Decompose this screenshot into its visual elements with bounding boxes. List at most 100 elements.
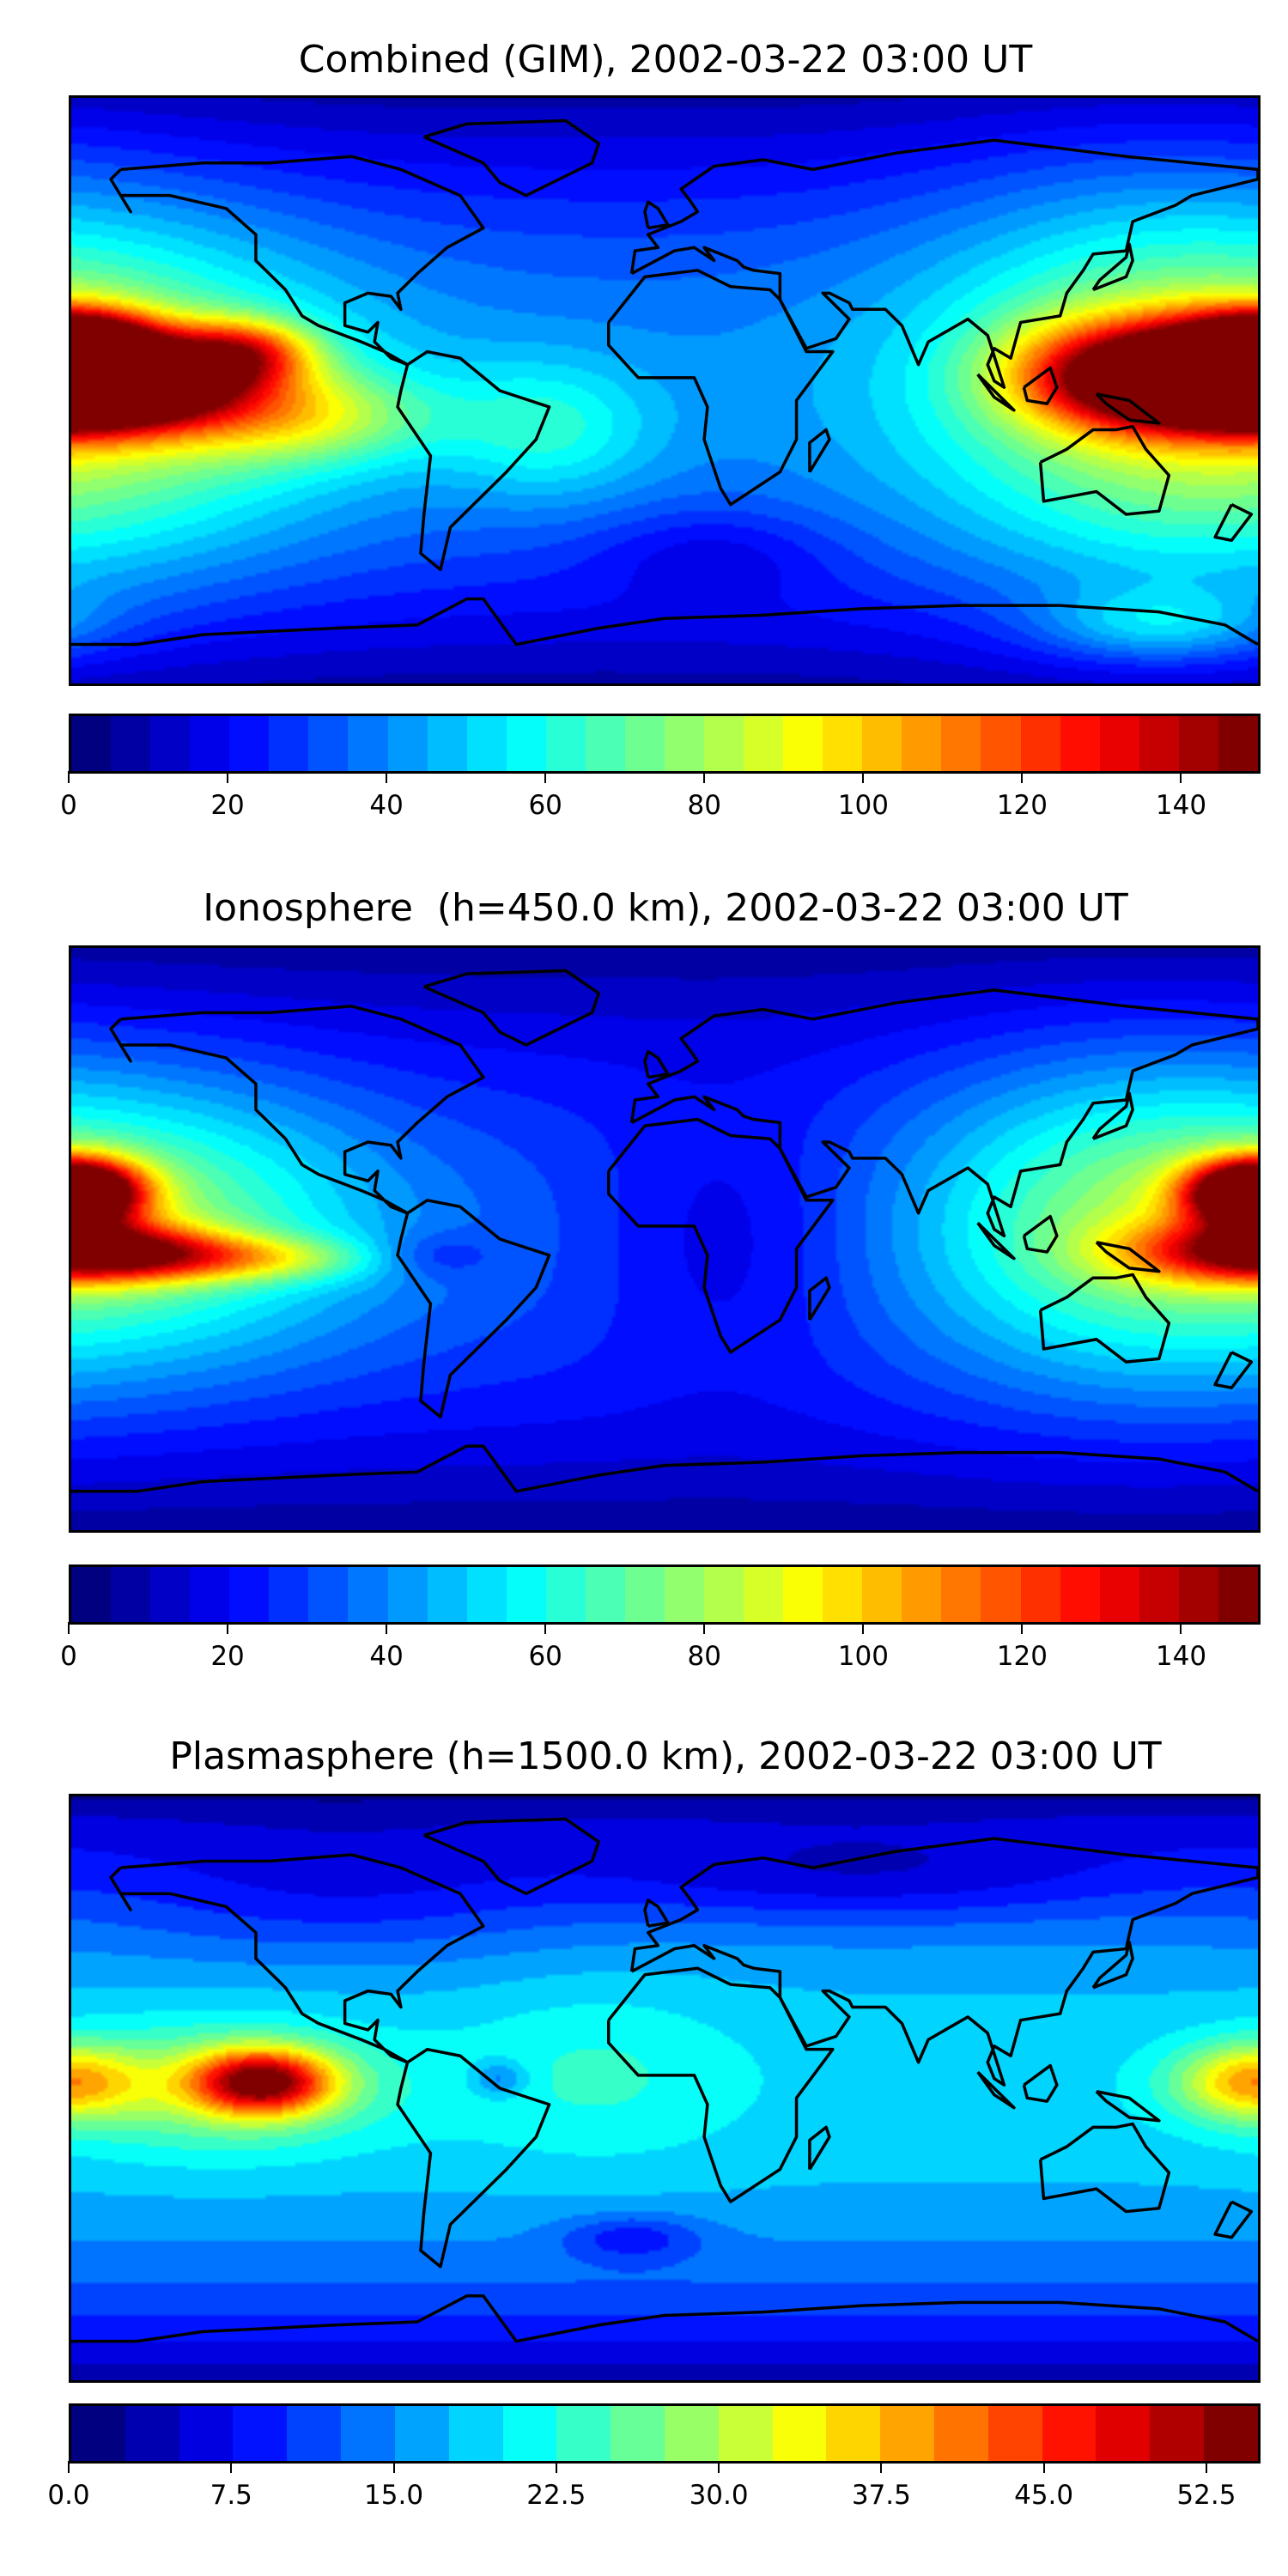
colorbar	[69, 1564, 1261, 1625]
colorbar-level	[1204, 2406, 1258, 2461]
colorbar-level	[981, 716, 1021, 771]
colorbar-level	[1020, 716, 1060, 771]
colorbar-level	[1150, 2406, 1205, 2461]
colorbar-level	[308, 716, 349, 771]
colorbar-level	[150, 1567, 191, 1622]
coastline-new-zealand	[1215, 2202, 1251, 2238]
colorbar-tick	[718, 2461, 720, 2473]
colorbar-tick-label: 60	[528, 1641, 562, 1672]
colorbar-level	[624, 716, 665, 771]
coastline-australia	[1041, 1274, 1170, 1362]
colorbar-level	[269, 716, 309, 771]
coastline-eurasia	[632, 140, 1258, 387]
coastline-africa	[609, 1120, 833, 1352]
colorbar-tick	[1021, 1622, 1024, 1634]
coastline-new-guinea	[1097, 394, 1159, 423]
colorbar-level	[1020, 1567, 1060, 1622]
colorbar-level	[394, 2406, 449, 2461]
colorbar-level	[1139, 1567, 1179, 1622]
colorbar-level	[269, 1567, 309, 1622]
colorbar-level	[545, 1567, 586, 1622]
colorbar-tick-label: 80	[687, 790, 721, 821]
colorbar-level	[448, 2406, 503, 2461]
colorbar-level	[111, 1567, 151, 1622]
coastline-south-america	[398, 352, 550, 570]
colorbar-level	[71, 2406, 125, 2461]
colorbar-level	[585, 716, 625, 771]
colorbar-level	[1178, 1567, 1218, 1622]
colorbar-level	[744, 1567, 784, 1622]
colorbar-tick-label: 140	[1155, 1641, 1207, 1672]
colorbar-level	[941, 1567, 981, 1622]
colorbar-level	[880, 2406, 934, 2461]
colorbar-level	[664, 1567, 704, 1622]
colorbar-level	[902, 1567, 942, 1622]
colorbar-level	[1218, 1567, 1258, 1622]
coastline-south-america	[398, 2050, 550, 2267]
colorbar-level	[744, 716, 784, 771]
coastline-borneo	[1024, 2066, 1056, 2102]
coastline-new-zealand	[1215, 1352, 1251, 1388]
colorbar-tick	[392, 2461, 395, 2473]
colorbar-tick	[227, 771, 229, 783]
colorbar-tick	[703, 771, 706, 783]
colorbar-level	[1042, 2406, 1097, 2461]
colorbar-tick	[386, 771, 388, 783]
coastline-north-america	[111, 156, 483, 364]
coastline-sumatra	[978, 1223, 1014, 1258]
coastline-antarctica	[71, 1446, 1258, 1492]
coastline-south-america	[398, 1200, 550, 1417]
colorbar-tick-label: 52.5	[1176, 2480, 1236, 2511]
colorbar-tick	[1205, 2461, 1207, 2473]
colorbar-level	[1218, 716, 1258, 771]
coastline-madagascar	[810, 1278, 829, 1320]
colorbar-level	[862, 1567, 902, 1622]
coastline-japan	[1093, 1942, 1133, 1988]
colorbar-level	[556, 2406, 611, 2461]
colorbar-tick-label: 22.5	[526, 2480, 586, 2511]
colorbar-level	[190, 1567, 230, 1622]
coastline-africa	[609, 270, 833, 505]
coastline-north-america	[111, 1855, 483, 2063]
colorbar-level	[387, 1567, 428, 1622]
colorbar-tick	[1042, 2461, 1045, 2473]
coastline-eurasia	[632, 990, 1258, 1236]
colorbar-level	[287, 2406, 342, 2461]
colorbar-tick-label: 37.5	[851, 2480, 911, 2511]
colorbar-tick	[386, 1622, 388, 1634]
colorbar-tick-label: 40	[369, 790, 404, 821]
colorbar-tick	[1180, 771, 1182, 783]
colorbar-tick	[68, 1622, 70, 1634]
colorbar-level	[506, 1567, 546, 1622]
colorbar-ticks: 0 20 40 60 80 100 120 140	[60, 1622, 1261, 1691]
coastline-greenland	[424, 1819, 598, 1893]
colorbar-level	[229, 716, 270, 771]
coastline-sumatra	[978, 374, 1014, 410]
coastline-eurasia	[632, 1838, 1258, 2085]
colorbar-level	[1178, 716, 1218, 771]
colorbar-level	[341, 2406, 395, 2461]
coastline-new-guinea	[1097, 2092, 1159, 2121]
colorbar-level	[585, 1567, 625, 1622]
coastline-madagascar	[810, 2127, 829, 2169]
contour-field	[71, 98, 1258, 683]
colorbar-tick	[227, 1622, 229, 1634]
colorbar-level	[611, 2406, 665, 2461]
colorbar-tick-label: 120	[996, 790, 1048, 821]
colorbar-tick	[68, 771, 70, 783]
colorbar-level	[624, 1567, 665, 1622]
coastline-new-zealand	[1215, 505, 1251, 541]
colorbar-level	[466, 1567, 507, 1622]
chart-title: Plasmasphere (h=1500.0 km), 2002-03-22 0…	[169, 1735, 1162, 1778]
colorbar-tick	[544, 771, 547, 783]
colorbar-tick-label: 100	[837, 790, 889, 821]
coastline-britain	[645, 1900, 668, 1926]
coastline-sumatra	[978, 2072, 1014, 2108]
colorbar-ticks: 0 20 40 60 80 100 120 140	[60, 771, 1261, 840]
coastline-britain	[645, 1052, 668, 1078]
coastline-japan	[1093, 245, 1133, 290]
colorbar-level	[466, 716, 507, 771]
colorbar-level	[308, 1567, 349, 1622]
colorbar-tick-label: 0	[60, 790, 77, 821]
coastline-borneo	[1024, 1217, 1056, 1252]
